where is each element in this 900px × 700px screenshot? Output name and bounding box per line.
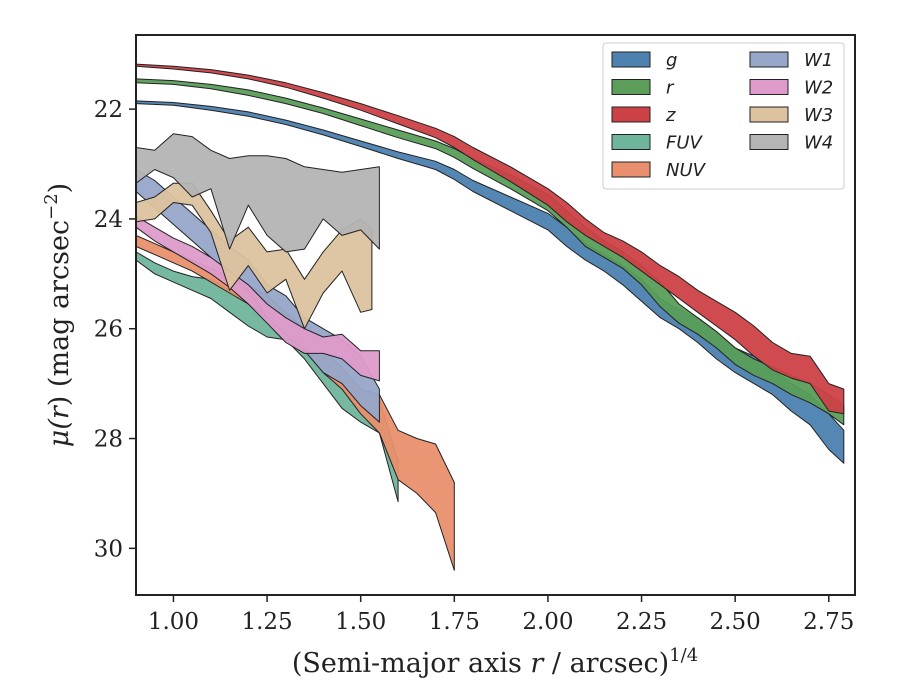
- band-z: [136, 63, 845, 415]
- legend-label-w1: W1: [804, 50, 833, 71]
- band-g: [136, 100, 845, 464]
- band-w3: [136, 182, 373, 330]
- x-tick-label: 1.75: [429, 609, 480, 635]
- y-tick-label: 30: [94, 536, 123, 562]
- legend-label-r: r: [666, 78, 675, 99]
- x-axis-label: (Semi-major axis r / arcsec)1/4: [292, 645, 698, 679]
- y-tick-label: 24: [94, 207, 123, 233]
- x-tick-label: 1.00: [148, 609, 199, 635]
- legend-label-z: z: [665, 105, 676, 126]
- y-tick-label: 26: [94, 317, 123, 343]
- x-tick-label: 2.75: [803, 609, 854, 635]
- plot-frame: [135, 34, 856, 596]
- legend-swatch-w2: [749, 79, 789, 95]
- x-tick-label: 2.00: [522, 609, 573, 635]
- series-bands: [136, 63, 845, 571]
- y-tick-label: 28: [94, 427, 123, 453]
- x-axis-ticks: 1.00 1.25 1.50 1.75 2.00 2.25 2.50 2.75: [148, 595, 854, 635]
- y-tick-label: 22: [94, 97, 123, 123]
- y-axis-ticks: 22 24 26 28 30: [94, 97, 136, 562]
- x-tick-label: 2.25: [616, 609, 667, 635]
- band-w4: [136, 133, 380, 253]
- legend-swatch-w4: [749, 134, 789, 150]
- legend-swatch-fuv: [611, 134, 651, 150]
- legend: grz FUV NUV W1 W2 W3 W4: [602, 42, 845, 190]
- legend-label-g: g: [666, 50, 677, 71]
- x-tick-label: 2.50: [710, 609, 761, 635]
- legend-swatch-z: [611, 106, 651, 123]
- y-axis-label: μ(r) (mag arcsec−2): [41, 183, 75, 447]
- legend-swatch-w1: [749, 51, 789, 68]
- legend-label-w3: W3: [804, 105, 833, 126]
- x-tick-label: 1.25: [241, 609, 292, 635]
- legend-label-fuv: FUV: [666, 133, 704, 154]
- legend-swatch-w3: [749, 106, 789, 123]
- legend-label-w4: W4: [804, 133, 833, 154]
- legend-swatch-g: [611, 51, 651, 68]
- legend-label-w2: W2: [804, 78, 833, 99]
- legend-swatch-nuv: [611, 161, 651, 178]
- legend-swatch-r: [611, 79, 651, 95]
- legend-label-nuv: NUV: [666, 160, 707, 181]
- x-tick-label: 1.50: [335, 609, 386, 635]
